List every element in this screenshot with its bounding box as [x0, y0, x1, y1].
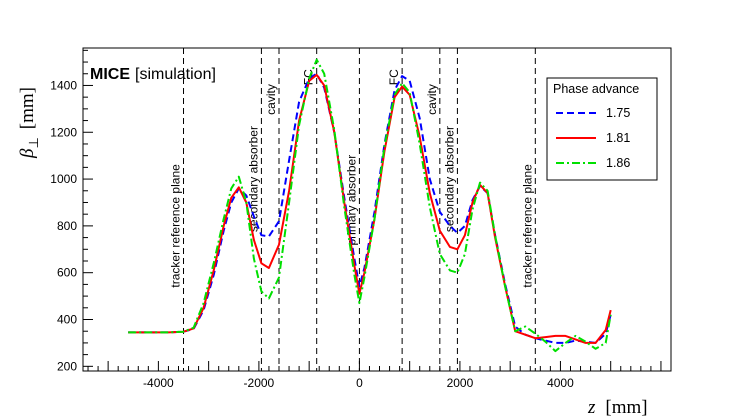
y-tick-label: 1400 — [50, 78, 77, 92]
x-tick-label: 0 — [356, 376, 363, 390]
simulation-tag: [simulation] — [135, 66, 216, 83]
marker-label: FC — [387, 69, 401, 85]
data-series — [128, 58, 612, 353]
legend-box — [546, 77, 658, 181]
marker-label: primary absorber — [344, 155, 358, 246]
legend: Phase advance 1.75 1.81 1.86 — [546, 77, 658, 181]
marker-label: cavity — [425, 84, 439, 115]
marker-label: cavity — [264, 84, 278, 115]
y-axis-variable: β — [17, 148, 38, 159]
y-axis-unit: [mm] — [17, 87, 38, 129]
axis-ticks: -4000 -2000 0 2000 4000 200 400 600 800 1000 1200 1… — [50, 49, 672, 390]
marker-label: tracker reference plane — [520, 164, 534, 288]
legend-title: Phase advance — [553, 82, 639, 96]
y-tick-label: 400 — [57, 313, 77, 327]
experiment-label: MICE [simulation] — [90, 66, 216, 83]
x-axis-title: z [mm] — [587, 397, 648, 418]
x-tick-label: 4000 — [547, 376, 574, 390]
marker-label: tracker reference plane — [169, 164, 183, 288]
plot-frame — [82, 47, 672, 372]
y-tick-label: 200 — [57, 359, 77, 373]
x-tick-label: -2000 — [244, 376, 275, 390]
x-tick-label: 2000 — [447, 376, 474, 390]
y-axis-subscript: ⊥ — [26, 137, 41, 148]
y-tick-label: 1000 — [50, 172, 77, 186]
y-tick-label: 800 — [57, 219, 77, 233]
y-tick-label: 600 — [57, 266, 77, 280]
legend-label-1.86: 1.86 — [606, 156, 630, 170]
y-axis-title: β⊥ [mm] — [17, 87, 41, 159]
svg-text:β⊥[mm]: β⊥ [mm] — [17, 87, 41, 159]
x-axis-variable: z — [587, 397, 596, 418]
legend-label-1.81: 1.81 — [606, 131, 630, 145]
x-axis-unit: [mm] — [605, 397, 647, 418]
element-markers: tracker reference plane secondary absorbe… — [169, 48, 536, 371]
marker-label: secondary absorber — [442, 126, 456, 232]
series-line-1.86 — [128, 58, 612, 353]
x-tick-label: -4000 — [143, 376, 174, 390]
experiment-name: MICE — [90, 66, 130, 83]
legend-label-1.75: 1.75 — [606, 106, 630, 120]
legend-entries: 1.75 1.81 1.86 — [556, 106, 630, 170]
y-tick-label: 1200 — [50, 125, 77, 139]
